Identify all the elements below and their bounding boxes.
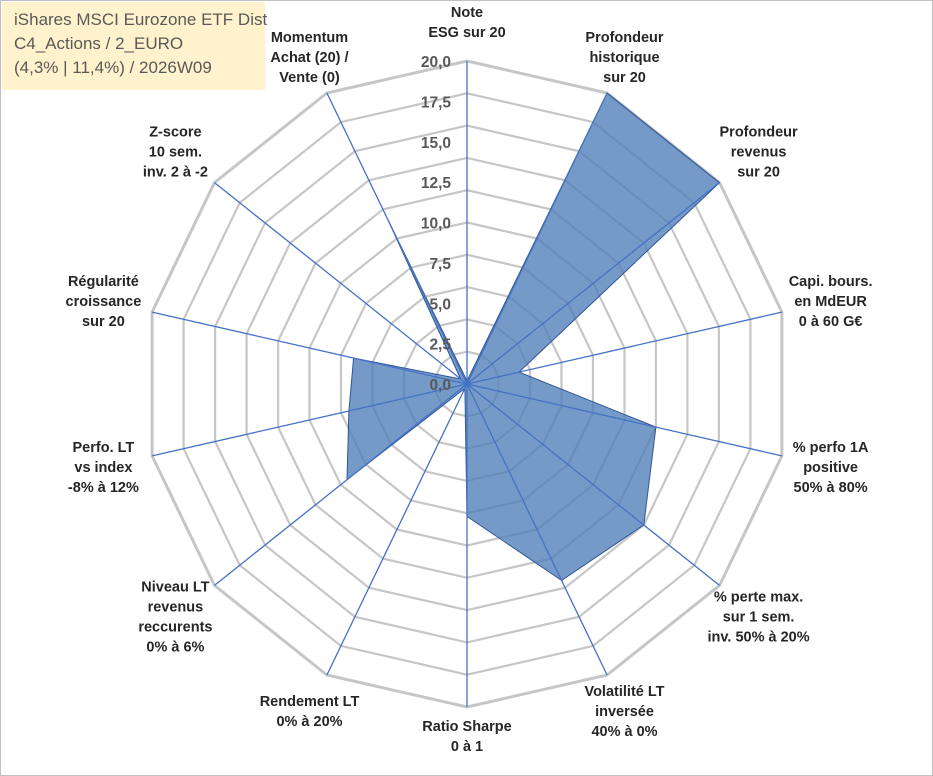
axis-spoke-9 <box>214 383 468 586</box>
axis-label-line: Profondeur <box>585 30 663 46</box>
axis-label-line: inv. 2 à -2 <box>143 164 208 180</box>
radar-series <box>346 92 721 582</box>
axis-label-3: Capi. bours. en MdEUR 0 à 60 G€ <box>789 274 873 330</box>
axis-label-line: sur 20 <box>737 164 780 180</box>
radar-axes <box>151 61 783 707</box>
axis-spoke-4 <box>466 383 783 457</box>
axis-label-line: Niveau LT <box>141 580 209 596</box>
tick-label: 7,5 <box>429 256 451 273</box>
tick-label: 17,5 <box>421 94 452 111</box>
tick-label: 2,5 <box>429 337 451 354</box>
axis-label-line: 0 à 1 <box>451 739 483 755</box>
axis-label-line: Achat (20) / <box>270 50 348 66</box>
axis-spoke-12 <box>214 182 468 385</box>
axis-label-line: 40% à 0% <box>591 724 657 740</box>
fund-name: iShares MSCI Eurozone ETF Dist <box>14 10 268 29</box>
tick-label: 15,0 <box>421 135 451 152</box>
axis-label-10: Perfo. LT vs index -8% à 12% <box>68 440 139 496</box>
axis-label-line: 50% à 80% <box>794 480 868 496</box>
axis-label-11: Régularité croissance sur 20 <box>66 274 142 330</box>
axis-label-7: Ratio Sharpe 0 à 1 <box>422 719 511 755</box>
axis-label-line: positive <box>803 460 858 476</box>
axis-label-5: % perte max. sur 1 sem. inv. 50% à 20% <box>708 590 810 646</box>
axis-spoke-2 <box>466 182 720 385</box>
axis-label-line: Vente (0) <box>279 70 340 86</box>
axis-label-line: -8% à 12% <box>68 480 139 496</box>
axis-label-line: Momentum <box>271 30 348 46</box>
axis-label-line: sur 1 sem. <box>723 610 795 626</box>
axis-label-4: % perfo 1A positive 50% à 80% <box>793 440 869 496</box>
axis-label-line: croissance <box>66 294 142 310</box>
axis-label-line: Régularité <box>68 274 139 290</box>
axis-spoke-13 <box>326 92 468 385</box>
axis-label-line: sur 20 <box>82 314 125 330</box>
axis-spoke-3 <box>466 311 783 385</box>
axis-label-line: Ratio Sharpe <box>422 719 511 735</box>
axis-label-line: 0% à 6% <box>146 640 204 656</box>
axis-label-line: 0% à 20% <box>276 714 342 730</box>
axis-spoke-1 <box>466 92 608 385</box>
axis-label-9: Niveau LT revenus reccurents 0% à 6% <box>138 580 212 656</box>
axis-label-line: Note <box>451 5 483 21</box>
axis-spoke-6 <box>466 383 608 676</box>
fund-category: C4_Actions / 2_EURO <box>14 34 184 53</box>
radar-tick-labels: 0,0 2,5 5,0 7,5 10,0 12,5 15,0 17,5 20,0 <box>421 54 452 394</box>
axis-label-line: inversée <box>595 704 654 720</box>
tick-label: 10,0 <box>421 216 451 233</box>
axis-label-8: Rendement LT 0% à 20% <box>260 694 360 730</box>
chart-title-box: iShares MSCI Eurozone ETF Dist C4_Action… <box>2 2 268 90</box>
axis-label-line: Profondeur <box>720 124 798 140</box>
axis-label-6: Volatilité LT inversée 40% à 0% <box>584 684 664 740</box>
axis-label-line: % perte max. <box>714 590 803 606</box>
tick-label: 0,0 <box>429 377 451 394</box>
axis-spoke-11 <box>151 311 468 385</box>
axis-spoke-10 <box>151 383 468 457</box>
axis-label-12: Z-score 10 sem. inv. 2 à -2 <box>143 124 208 180</box>
axis-spoke-8 <box>326 383 468 676</box>
series-area-0 <box>346 92 721 582</box>
axis-label-line: Rendement LT <box>260 694 360 710</box>
axis-label-line: historique <box>589 50 659 66</box>
axis-label-line: en MdEUR <box>794 294 867 310</box>
axis-label-line: 0 à 60 G€ <box>799 314 863 330</box>
axis-label-line: ESG sur 20 <box>428 25 505 41</box>
axis-label-line: % perfo 1A <box>793 440 869 456</box>
fund-period: (4,3% | 11,4%) / 2026W09 <box>14 58 212 77</box>
axis-label-line: Perfo. LT <box>73 440 135 456</box>
axis-label-line: 10 sem. <box>149 144 202 160</box>
axis-label-1: Profondeur historique sur 20 <box>585 30 663 86</box>
axis-spoke-5 <box>466 383 720 586</box>
axis-label-13: Momentum Achat (20) / Vente (0) <box>270 30 348 86</box>
tick-label: 20,0 <box>421 54 451 71</box>
axis-label-line: Z-score <box>149 124 201 140</box>
axis-label-line: revenus <box>148 600 204 616</box>
axis-label-line: reccurents <box>138 620 212 636</box>
tick-label: 5,0 <box>429 296 451 313</box>
axis-label-2: Profondeur revenus sur 20 <box>720 124 798 180</box>
axis-label-line: vs index <box>74 460 132 476</box>
axis-label-line: sur 20 <box>603 70 646 86</box>
axis-label-line: Capi. bours. <box>789 274 873 290</box>
axis-label-0: Note ESG sur 20 <box>428 5 505 41</box>
radar-axis-labels: Note ESG sur 20 Profondeur historique sur 20… <box>66 5 873 755</box>
axis-label-line: inv. 50% à 20% <box>708 630 810 646</box>
tick-label: 12,5 <box>421 175 452 192</box>
axis-label-line: Volatilité LT <box>584 684 664 700</box>
axis-label-line: revenus <box>731 144 787 160</box>
